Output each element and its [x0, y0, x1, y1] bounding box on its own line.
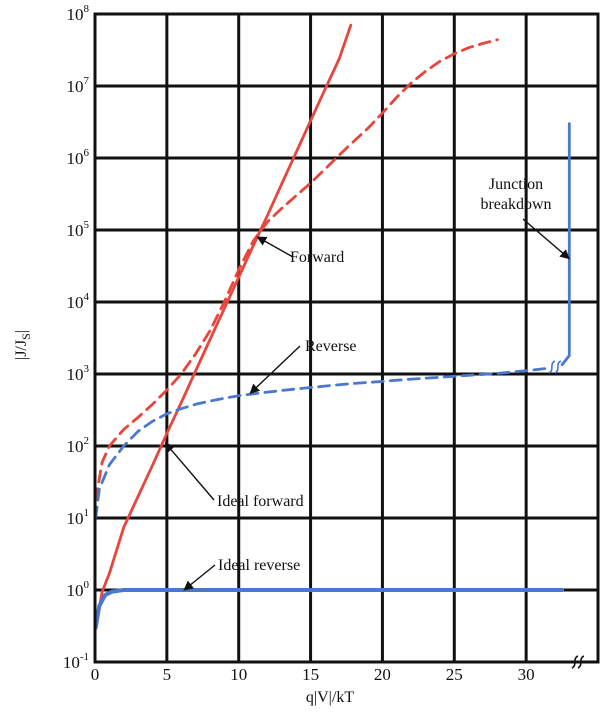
y-tick-label: 10-1 [63, 651, 89, 672]
series-reverse [94, 366, 550, 520]
y-tick-label: 102 [67, 435, 90, 456]
y-tick-label: 103 [67, 363, 90, 384]
annotation-leader [183, 564, 216, 591]
axis-break-marks [548, 360, 585, 669]
x-axis-label: q|V|/kT [306, 689, 354, 706]
tick-labels: 0 5 10 15 20 25 30 10-1 100 101 102 103 104 105 106 107… [63, 3, 535, 684]
break-mark-icon [571, 655, 585, 669]
y-tick-label: 104 [67, 291, 90, 312]
y-tick-label: 107 [67, 75, 90, 96]
y-tick-label: 106 [67, 147, 90, 168]
series-junction-breakdown [560, 122, 571, 367]
x-tick-label: 5 [163, 665, 172, 684]
annotation-leader [256, 236, 294, 258]
annotation-reverse: Reverse [305, 338, 357, 355]
y-tick-label: 100 [67, 579, 90, 600]
y-axis-label: |J/JS| [13, 330, 33, 360]
series-layer [93, 23, 571, 630]
x-tick-label: 10 [230, 665, 247, 684]
series-forward [94, 38, 499, 502]
x-tick-label: 25 [446, 665, 463, 684]
annotation-leader [164, 442, 215, 501]
annotation-forward: Forward [290, 249, 344, 266]
x-tick-label: 0 [91, 665, 100, 684]
annotation-junction: Junction [489, 176, 543, 193]
annotation-leader [249, 345, 301, 394]
y-tick-label: 101 [67, 507, 90, 528]
y-tick-label: 105 [67, 219, 90, 240]
y-tick-label: 108 [67, 3, 90, 24]
annotations: Forward Reverse Ideal forward Ideal reverse… [164, 176, 571, 591]
x-tick-label: 20 [374, 665, 391, 684]
x-tick-label: 30 [518, 665, 535, 684]
plot-frame [93, 12, 600, 664]
series-ideal-reverse [93, 588, 565, 630]
annotation-leader [522, 218, 571, 260]
annotation-ideal-forward: Ideal forward [217, 493, 304, 510]
annotation-junction-line2: breakdown [480, 196, 551, 213]
annotation-ideal-reverse: Ideal reverse [218, 557, 300, 574]
series-ideal-forward [94, 23, 353, 629]
x-tick-label: 15 [302, 665, 319, 684]
plot-border [93, 12, 600, 664]
break-mark-icon [548, 360, 562, 374]
